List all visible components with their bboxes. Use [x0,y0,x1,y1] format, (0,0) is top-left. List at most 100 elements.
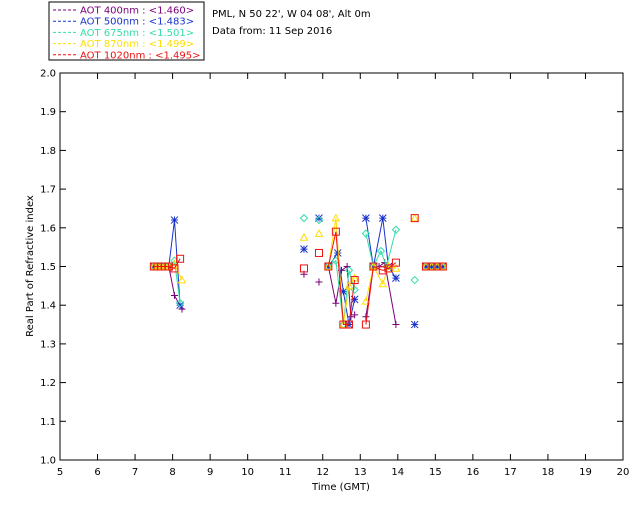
data-point-diamond [410,275,419,285]
legend: AOT 400nm : <1.460>AOT 500nm : <1.483>AO… [48,1,205,61]
data-point-square [164,262,173,271]
data-point-square [391,258,400,267]
legend-label: AOT 400nm : <1.460> [80,6,194,17]
data-point-plus [170,292,178,300]
data-point-square [438,262,447,271]
data-point-plus [332,299,340,307]
data-point-square [314,248,323,257]
data-point-plus [392,321,400,329]
y-tick-label: 2.0 [40,69,56,80]
data-point-triangle [361,296,371,305]
y-tick-label: 1.9 [40,107,56,118]
x-tick-label: 9 [207,467,213,478]
data-point-square [299,264,308,273]
y-tick-label: 1.0 [40,456,56,467]
series-4 [149,214,447,329]
x-tick-label: 12 [316,467,329,478]
x-tick-label: 13 [354,467,367,478]
data-point-star [170,216,179,224]
data-point-square [421,262,430,271]
x-tick-label: 14 [391,467,404,478]
x-tick-label: 7 [132,467,138,478]
y-tick-label: 1.7 [40,185,56,196]
data-point-star [392,274,400,282]
data-point-square [176,254,185,263]
y-tick-label: 1.6 [40,223,56,234]
legend-label: AOT 675nm : <1.501> [80,28,194,39]
data-point-triangle [177,275,187,284]
data-point-star [339,287,348,296]
series-line [365,262,397,325]
x-tick-label: 10 [241,467,254,478]
data-point-square [427,262,436,271]
legend-label: AOT 870nm : <1.499> [80,39,194,50]
y-tick-label: 1.2 [40,378,56,389]
data-point-diamond [344,266,354,275]
x-tick-label: 18 [542,467,555,478]
legend-label: AOT 1020nm : <1.495> [80,50,200,61]
data-point-star [315,214,323,222]
y-axis: 1.0 1.1 1.2 1.3 1.4 1.5 1.6 1.7 1.8 1.9 2.0 [40,69,623,467]
y-tick-label: 1.3 [40,339,56,350]
data-point-diamond [361,229,371,238]
data-point-star [176,301,184,310]
data-point-square [384,264,393,273]
data-point-star [378,214,387,222]
data-point-square [345,320,354,329]
data-point-diamond [391,225,401,234]
x-tick-label: 6 [94,467,100,478]
data-point-plus [315,278,323,286]
data-point-star [410,320,419,329]
x-tick-label: 8 [169,467,175,478]
data-point-diamond [175,299,185,308]
x-tick-label: 17 [504,467,517,478]
data-point-star [362,214,370,222]
x-tick-label: 5 [57,467,63,478]
data-point-star [438,262,447,271]
legend-entries: AOT 400nm : <1.460>AOT 500nm : <1.483>AO… [53,6,200,61]
data-point-square [331,227,340,236]
y-tick-label: 1.8 [40,146,56,157]
data-point-square [324,262,333,271]
x-axis-title: Time (GMT) [311,482,370,493]
data-point-triangle [384,261,393,270]
x-tick-label: 19 [579,467,592,478]
data-point-diamond [314,215,324,225]
data-point-triangle [410,213,420,222]
data-point-triangle [324,261,333,270]
data-point-square [433,262,442,271]
data-point-diamond [376,246,386,256]
x-axis: 5 6 7 8 9 10 11 12 13 14 15 16 17 18 19 20 [57,73,630,478]
data-point-triangle [378,279,388,288]
data-point-triangle [299,232,309,241]
data-point-star [324,262,333,271]
data-point-square [361,320,370,329]
data-point-triangle [391,263,401,272]
series-line [327,231,356,325]
data-point-square [350,276,359,285]
data-point-star [433,262,442,271]
y-axis-title: Real Part of Refractive index [25,195,36,337]
data-point-triangle [344,281,354,290]
y-tick-label: 1.5 [40,262,56,273]
data-point-square [378,266,387,275]
x-tick-label: 16 [466,467,479,478]
data-point-diamond [299,213,309,223]
legend-box [48,1,205,61]
x-tick-label: 20 [617,467,630,478]
data-point-square [369,262,378,271]
y-tick-label: 1.4 [40,301,56,312]
x-tick-label: 11 [279,467,292,478]
data-point-triangle [331,213,341,222]
station-info: PML, N 50 22', W 04 08', Alt 0m [212,9,371,20]
legend-label: AOT 500nm : <1.483> [80,17,194,28]
data-point-square [339,320,348,329]
data-point-square [170,264,179,273]
data-point-star [350,295,359,304]
data-point-plus [362,313,370,321]
series-line [365,229,397,269]
date-info: Data from: 11 Sep 2016 [212,26,332,37]
data-point-triangle [314,229,324,237]
x-tick-label: 15 [429,467,442,478]
